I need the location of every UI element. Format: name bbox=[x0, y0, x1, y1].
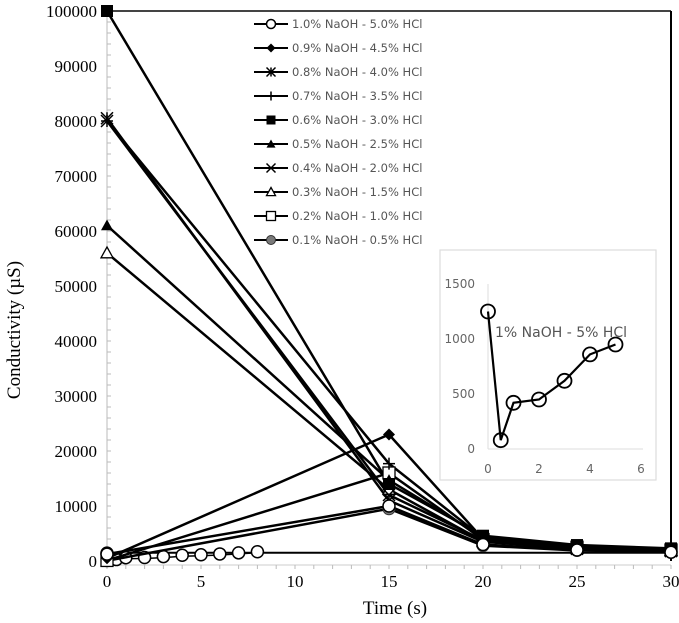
legend-item: 1.0% NaOH - 5.0% HCl bbox=[254, 17, 422, 31]
inset-y-tick-label: 1500 bbox=[444, 277, 475, 291]
legend-label: 0.7% NaOH - 3.5% HCl bbox=[292, 89, 422, 103]
y-axis-title: Conductivity (µS) bbox=[4, 261, 25, 399]
y-tick-label: 10000 bbox=[55, 497, 98, 516]
legend-item: 0.8% NaOH - 4.0% HCl bbox=[254, 65, 422, 79]
y-tick-label: 0 bbox=[89, 552, 98, 571]
y-tick-label: 60000 bbox=[55, 222, 98, 241]
inset-x-tick-label: 6 bbox=[637, 462, 645, 476]
inset-chart: 0 500 1000 1500 0 2 4 6 1% NaOH - 5% HCl bbox=[439, 249, 657, 481]
legend-item: 0.7% NaOH - 3.5% HCl bbox=[254, 89, 422, 103]
x-tick-label: 10 bbox=[287, 572, 304, 591]
legend-item: 0.3% NaOH - 1.5% HCl bbox=[254, 185, 422, 199]
legend-label: 0.2% NaOH - 1.0% HCl bbox=[292, 209, 422, 223]
inset-y-tick-label: 1000 bbox=[444, 332, 475, 346]
legend-item: 0.9% NaOH - 4.5% HCl bbox=[254, 41, 422, 55]
legend-item: 0.4% NaOH - 2.0% HCl bbox=[254, 161, 422, 175]
y-tick-label: 50000 bbox=[55, 277, 98, 296]
x-tick-label: 25 bbox=[569, 572, 586, 591]
legend-item: 0.5% NaOH - 2.5% HCl bbox=[254, 137, 422, 151]
x-tick-label: 20 bbox=[475, 572, 492, 591]
legend-label: 0.6% NaOH - 3.0% HCl bbox=[292, 113, 422, 127]
legend-label: 0.9% NaOH - 4.5% HCl bbox=[292, 41, 422, 55]
y-tick-label: 30000 bbox=[55, 387, 98, 406]
legend-label: 0.4% NaOH - 2.0% HCl bbox=[292, 161, 422, 175]
inset-x-tick-label: 2 bbox=[535, 462, 543, 476]
legend-item: 0.2% NaOH - 1.0% HCl bbox=[254, 209, 422, 223]
x-tick-label: 30 bbox=[663, 572, 679, 591]
legend: 1.0% NaOH - 5.0% HCl 0.9% NaOH - 4.5% HCl… bbox=[254, 17, 422, 247]
y-tick-label: 90000 bbox=[55, 57, 98, 76]
inset-y-tick-label: 500 bbox=[452, 387, 475, 401]
legend-label: 0.3% NaOH - 1.5% HCl bbox=[292, 185, 422, 199]
inset-annotation: 1% NaOH - 5% HCl bbox=[495, 325, 627, 341]
legend-label: 0.1% NaOH - 0.5% HCl bbox=[292, 233, 422, 247]
x-axis: 0 5 10 15 20 25 30 bbox=[103, 565, 679, 591]
series-layer bbox=[99, 5, 679, 568]
y-tick-label: 40000 bbox=[55, 332, 98, 351]
legend-item: 0.1% NaOH - 0.5% HCl bbox=[254, 233, 422, 247]
series-markers bbox=[100, 499, 678, 561]
x-axis-title: Time (s) bbox=[363, 598, 427, 619]
y-axis: 0 10000 20000 30000 40000 50000 60000 70000 8000… bbox=[46, 2, 111, 571]
inset-x-tick-label: 0 bbox=[484, 462, 492, 476]
y-tick-label: 70000 bbox=[55, 167, 98, 186]
legend-label: 0.5% NaOH - 2.5% HCl bbox=[292, 137, 422, 151]
legend-item: 0.6% NaOH - 3.0% HCl bbox=[254, 113, 422, 127]
inset-y-tick-label: 0 bbox=[467, 442, 475, 456]
inset-x-tick-label: 4 bbox=[586, 462, 594, 476]
y-tick-label: 20000 bbox=[55, 442, 98, 461]
y-tick-label: 80000 bbox=[55, 112, 98, 131]
legend-label: 0.8% NaOH - 4.0% HCl bbox=[292, 65, 422, 79]
x-tick-label: 15 bbox=[381, 572, 398, 591]
x-tick-label: 0 bbox=[103, 572, 112, 591]
legend-label: 1.0% NaOH - 5.0% HCl bbox=[292, 17, 422, 31]
x-tick-label: 5 bbox=[197, 572, 206, 591]
y-tick-label: 100000 bbox=[46, 2, 97, 21]
